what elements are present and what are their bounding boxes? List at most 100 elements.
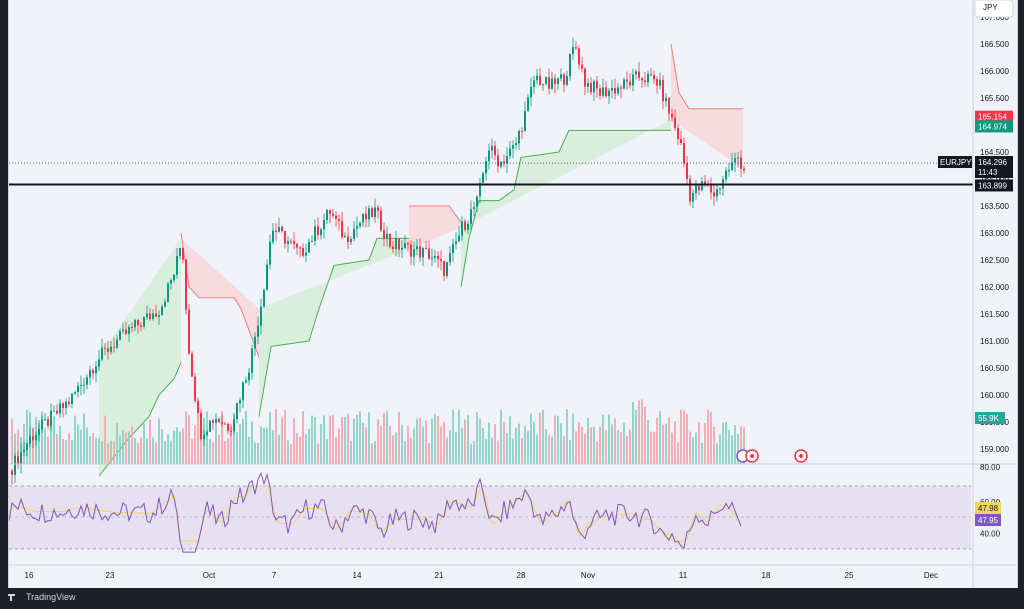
candle-body[interactable] — [371, 208, 373, 218]
candle-body[interactable] — [209, 420, 211, 432]
candle-body[interactable] — [386, 233, 388, 239]
candle-body[interactable] — [362, 213, 364, 223]
candle-body[interactable] — [593, 81, 595, 93]
candle-body[interactable] — [86, 377, 88, 385]
candle-body[interactable] — [272, 230, 274, 242]
candle-body[interactable] — [467, 223, 469, 230]
candle-body[interactable] — [44, 419, 46, 421]
candle-body[interactable] — [101, 347, 103, 360]
candle-body[interactable] — [143, 317, 145, 327]
candle-body[interactable] — [566, 76, 568, 85]
candle-body[interactable] — [653, 75, 655, 80]
candle-body[interactable] — [440, 259, 442, 261]
candle-body[interactable] — [239, 400, 241, 404]
candle-body[interactable] — [296, 243, 298, 248]
candle-body[interactable] — [56, 410, 58, 414]
candle-body[interactable] — [479, 183, 481, 197]
candle-body[interactable] — [263, 289, 265, 307]
candle-body[interactable] — [668, 97, 670, 114]
candle-body[interactable] — [266, 264, 268, 290]
candle-body[interactable] — [329, 209, 331, 214]
candle-body[interactable] — [92, 370, 94, 374]
candle-body[interactable] — [494, 145, 496, 156]
candle-body[interactable] — [377, 207, 379, 211]
candle-body[interactable] — [185, 259, 187, 310]
candle-body[interactable] — [680, 138, 682, 144]
chart-canvas[interactable]: 167.000166.500166.000165.500165.000164.5… — [8, 0, 1018, 588]
candle-body[interactable] — [311, 240, 313, 242]
candle-body[interactable] — [314, 226, 316, 241]
candle-body[interactable] — [62, 403, 64, 409]
candle-body[interactable] — [107, 348, 109, 352]
candle-body[interactable] — [182, 248, 184, 260]
candle-body[interactable] — [692, 193, 694, 202]
candle-body[interactable] — [227, 423, 229, 431]
candle-body[interactable] — [533, 80, 535, 87]
candle-body[interactable] — [389, 233, 391, 247]
event-markers[interactable] — [736, 449, 808, 463]
candle-body[interactable] — [41, 419, 43, 430]
candle-body[interactable] — [32, 436, 34, 441]
candle-body[interactable] — [23, 449, 25, 452]
candle-body[interactable] — [80, 384, 82, 386]
candle-body[interactable] — [110, 346, 112, 352]
candle-body[interactable] — [428, 248, 430, 259]
candle-body[interactable] — [269, 241, 271, 265]
candle-body[interactable] — [35, 435, 37, 441]
candle-body[interactable] — [302, 248, 304, 256]
candle-body[interactable] — [104, 347, 106, 349]
candle-body[interactable] — [368, 208, 370, 220]
candle-body[interactable] — [176, 255, 178, 275]
candle-body[interactable] — [425, 248, 427, 250]
candle-body[interactable] — [137, 320, 139, 326]
candle-body[interactable] — [437, 255, 439, 260]
candle-body[interactable] — [572, 47, 574, 55]
candle-body[interactable] — [614, 88, 616, 94]
candle-body[interactable] — [500, 161, 502, 167]
candle-body[interactable] — [476, 196, 478, 208]
candle-body[interactable] — [14, 456, 16, 475]
candle-body[interactable] — [596, 81, 598, 89]
candle-body[interactable] — [620, 87, 622, 89]
candle-body[interactable] — [518, 131, 520, 144]
candle-body[interactable] — [242, 382, 244, 401]
candle-body[interactable] — [422, 248, 424, 258]
candle-body[interactable] — [734, 158, 736, 163]
candle-body[interactable] — [689, 179, 691, 202]
candle-body[interactable] — [335, 215, 337, 219]
candle-body[interactable] — [353, 228, 355, 240]
candle-body[interactable] — [713, 192, 715, 197]
candle-body[interactable] — [284, 231, 286, 244]
candle-body[interactable] — [674, 117, 676, 128]
candle-body[interactable] — [725, 170, 727, 180]
candle-body[interactable] — [416, 246, 418, 250]
candle-body[interactable] — [485, 161, 487, 174]
candle-body[interactable] — [458, 235, 460, 242]
candle-body[interactable] — [122, 329, 124, 332]
time-axis[interactable]: 16 23 Oct 7 14 21 28 Nov 11 18 25 Dec — [25, 571, 939, 580]
candle-body[interactable] — [224, 423, 226, 425]
candle-body[interactable] — [71, 393, 73, 405]
candle-body[interactable] — [65, 401, 67, 409]
candle-body[interactable] — [503, 161, 505, 164]
candle-body[interactable] — [737, 157, 739, 159]
candle-body[interactable] — [257, 325, 259, 337]
candle-body[interactable] — [11, 470, 13, 475]
candle-body[interactable] — [701, 181, 703, 191]
candle-body[interactable] — [743, 168, 745, 171]
candle-body[interactable] — [623, 79, 625, 89]
candle-body[interactable] — [515, 143, 517, 146]
candle-body[interactable] — [419, 246, 421, 258]
candle-body[interactable] — [608, 90, 610, 97]
candle-body[interactable] — [359, 222, 361, 227]
candle-body[interactable] — [245, 380, 247, 383]
candle-body[interactable] — [728, 170, 730, 172]
candle-body[interactable] — [356, 226, 358, 229]
candle-body[interactable] — [605, 87, 607, 97]
candle-body[interactable] — [665, 97, 667, 102]
candle-body[interactable] — [452, 243, 454, 254]
candle-body[interactable] — [374, 207, 376, 218]
candle-body[interactable] — [89, 370, 91, 378]
candle-body[interactable] — [629, 81, 631, 86]
candle-body[interactable] — [512, 145, 514, 149]
